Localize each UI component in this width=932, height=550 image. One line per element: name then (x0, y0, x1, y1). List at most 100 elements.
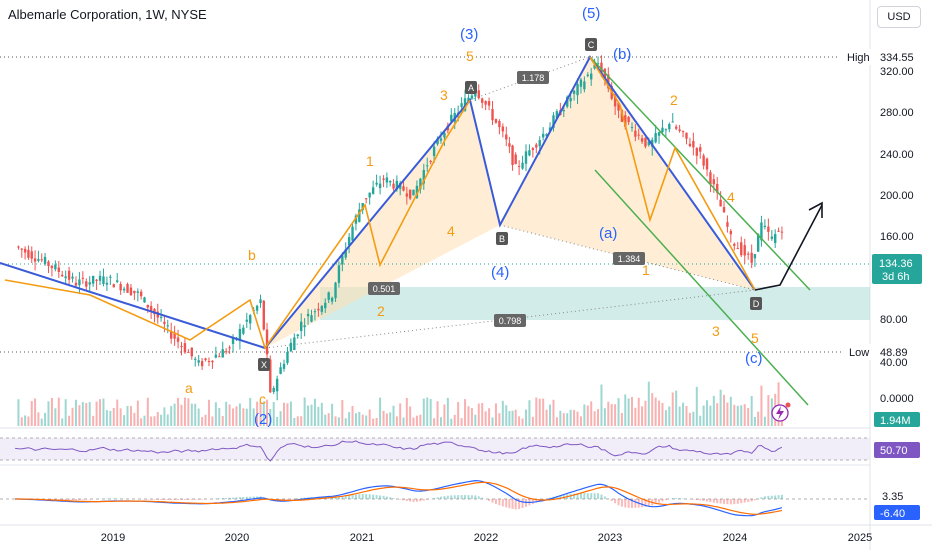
candle-body (122, 288, 126, 291)
candle-body (644, 137, 647, 147)
volume-bar (238, 403, 241, 426)
volume-badge: 1.94M (874, 412, 920, 427)
volume-bar (262, 401, 265, 426)
macd-badge-histogram: 3.35 (874, 489, 920, 503)
volume-bar (399, 403, 402, 426)
candle-body (47, 261, 50, 267)
volume-bar (126, 405, 129, 426)
macd-hist-bar (740, 499, 743, 504)
volume-bar (341, 399, 344, 426)
wave-label-a: a (185, 380, 193, 396)
candle-body (579, 79, 583, 87)
candle-body (224, 351, 228, 353)
macd-hist-bar (296, 498, 299, 499)
volume-bar (102, 398, 105, 426)
volume-bar (712, 395, 715, 426)
volume-bar (358, 411, 361, 426)
candle-body (535, 144, 538, 148)
macd-hist-bar (562, 494, 565, 499)
volume-bar (160, 414, 163, 426)
volume-bar (498, 413, 501, 426)
macd-hist-bar (597, 493, 600, 499)
candle-body (378, 183, 382, 189)
volume-bar (95, 401, 98, 426)
point-b: B (496, 232, 508, 245)
wave-label-blue-c: (c) (745, 350, 763, 367)
volume-bar (549, 404, 552, 426)
volume-bar (524, 409, 527, 426)
volume-bar (518, 416, 521, 426)
macd-hist-bar (624, 499, 627, 508)
candle-body (375, 182, 378, 185)
candle-body (74, 282, 78, 286)
macd-hist-bar (412, 499, 415, 502)
volume-bar (286, 403, 289, 426)
candle-body (538, 140, 541, 147)
volume-bar (334, 416, 337, 426)
volume-bar (538, 398, 541, 426)
ratio-xab: 0.501 (368, 282, 400, 295)
point-a: A (465, 81, 477, 94)
macd-hist-bar (460, 495, 463, 499)
candle-body (173, 332, 176, 339)
candle-body (419, 178, 422, 190)
macd-hist-bar (641, 499, 644, 508)
candle-body (695, 148, 698, 156)
candle-body (491, 109, 494, 121)
volume-bar (733, 404, 736, 426)
candle-body (262, 300, 265, 330)
volume-bar (716, 403, 719, 426)
candle-body (91, 275, 95, 284)
macd-hist-bar (177, 499, 180, 500)
wave-label-blue-b: (b) (613, 46, 631, 63)
candle-body (743, 245, 746, 256)
alert-lightning-icon[interactable] (771, 402, 791, 422)
volume-bar (692, 411, 695, 426)
volume-bar (439, 417, 442, 426)
candle-body (566, 96, 569, 107)
svg-text:0.798: 0.798 (499, 316, 522, 326)
rsi-line (15, 440, 783, 462)
macd-hist-bar (774, 495, 777, 499)
candle-body (524, 151, 528, 164)
wave-label-2: 2 (377, 303, 385, 319)
volume-bar (317, 406, 320, 426)
candle-body (27, 249, 30, 258)
volume-bar (289, 401, 292, 426)
candle-body (429, 161, 432, 163)
support-zone (320, 287, 870, 320)
candle-body (412, 189, 415, 196)
candle-body (207, 360, 211, 362)
macd-hist-bar (160, 499, 163, 500)
volume-bar (597, 409, 600, 426)
macd-hist-bar (372, 494, 375, 499)
volume-bar (129, 406, 132, 426)
wave-label-4: 4 (447, 223, 455, 239)
volume-bar (508, 411, 511, 426)
volume-bar (37, 412, 40, 426)
volume-bar (654, 397, 657, 426)
candle-body (521, 162, 524, 169)
volume-bar (392, 405, 395, 426)
svg-text:B: B (499, 234, 505, 244)
volume-bar (27, 416, 30, 426)
volume-bar (201, 417, 204, 426)
macd-hist-bar (511, 499, 514, 509)
volume-bar (269, 408, 272, 426)
candle-body (613, 96, 617, 107)
volume-bar (593, 411, 596, 426)
candle-body (293, 337, 296, 351)
candle-body (303, 325, 306, 328)
macd-hist-bar (658, 499, 661, 503)
candle-body (647, 141, 651, 146)
macd-hist-bar (242, 496, 245, 499)
candle-body (624, 115, 627, 127)
volume-bar (207, 399, 210, 426)
macd-hist-bar (457, 495, 460, 499)
candle-body (688, 143, 692, 147)
currency-button[interactable]: USD (877, 6, 921, 28)
volume-bar (747, 408, 750, 426)
svg-text:High: High (847, 52, 870, 64)
volume-bar (729, 396, 732, 426)
